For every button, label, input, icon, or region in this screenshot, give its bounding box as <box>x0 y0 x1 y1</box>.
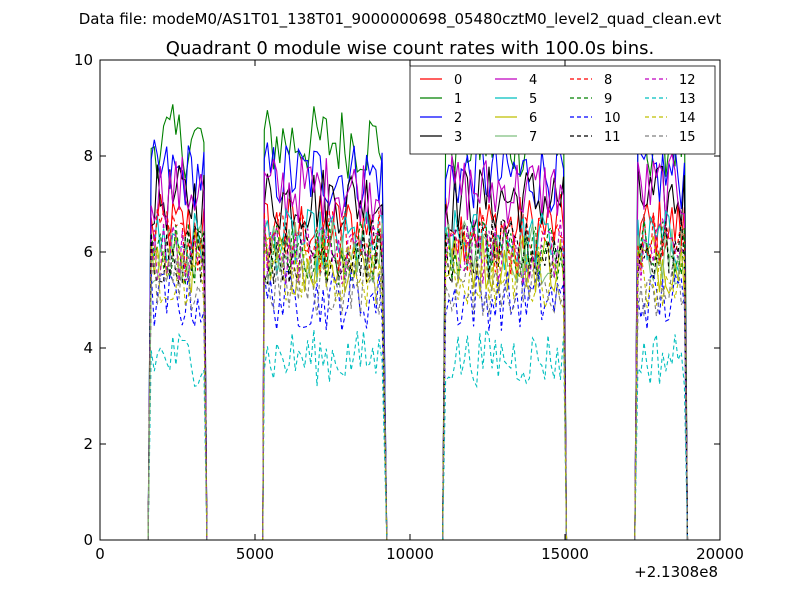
legend-label-6: 6 <box>529 111 537 126</box>
legend-label-13: 13 <box>679 92 696 107</box>
legend-label-14: 14 <box>679 111 696 126</box>
data-file-title: Data file: modeM0/AS1T01_138T01_90000006… <box>79 10 722 29</box>
series-line-7 <box>147 219 689 541</box>
legend-label-3: 3 <box>454 130 462 145</box>
series-line-14 <box>147 243 689 541</box>
x-tick-label: 20000 <box>696 545 744 563</box>
series-line-6 <box>147 230 689 541</box>
y-tick-label: 10 <box>74 51 93 69</box>
series-line-13 <box>147 327 689 541</box>
legend-label-4: 4 <box>529 73 537 88</box>
legend-label-5: 5 <box>529 92 537 107</box>
legend-label-10: 10 <box>604 111 621 126</box>
series-line-0 <box>147 194 689 541</box>
y-tick-label: 8 <box>83 147 93 165</box>
legend-label-12: 12 <box>679 73 696 88</box>
series-line-3 <box>147 164 689 541</box>
y-tick-label: 4 <box>83 339 93 357</box>
x-tick-label: 5000 <box>236 545 274 563</box>
legend-label-11: 11 <box>604 130 621 145</box>
series-line-5 <box>147 207 689 541</box>
series-line-4 <box>147 152 689 541</box>
plot-frame <box>99 59 721 541</box>
legend-label-9: 9 <box>604 92 612 107</box>
legend-box <box>409 65 716 155</box>
series-line-9 <box>147 220 689 541</box>
series-line-1 <box>147 104 689 541</box>
chart-title: Quadrant 0 module wise count rates with … <box>166 38 655 59</box>
series-line-8 <box>147 209 689 541</box>
y-tick-label: 6 <box>83 243 93 261</box>
legend-label-2: 2 <box>454 111 462 126</box>
plot-area <box>147 104 689 541</box>
x-tick-label: 15000 <box>541 545 589 563</box>
legend-label-7: 7 <box>529 130 537 145</box>
legend-label-8: 8 <box>604 73 612 88</box>
legend-label-15: 15 <box>679 130 696 145</box>
series-line-12 <box>147 217 689 541</box>
series-line-2 <box>147 139 689 541</box>
y-tick-label: 0 <box>83 531 93 549</box>
x-tick-label: 10000 <box>386 545 434 563</box>
series-line-15 <box>147 254 689 541</box>
legend-label-1: 1 <box>454 92 462 107</box>
series-line-11 <box>147 218 689 541</box>
x-tick-label: 0 <box>95 545 105 563</box>
legend-label-0: 0 <box>454 73 462 88</box>
x-offset-label: +2.1308e8 <box>634 563 718 581</box>
series-line-10 <box>147 270 689 541</box>
y-tick-label: 2 <box>83 435 93 453</box>
